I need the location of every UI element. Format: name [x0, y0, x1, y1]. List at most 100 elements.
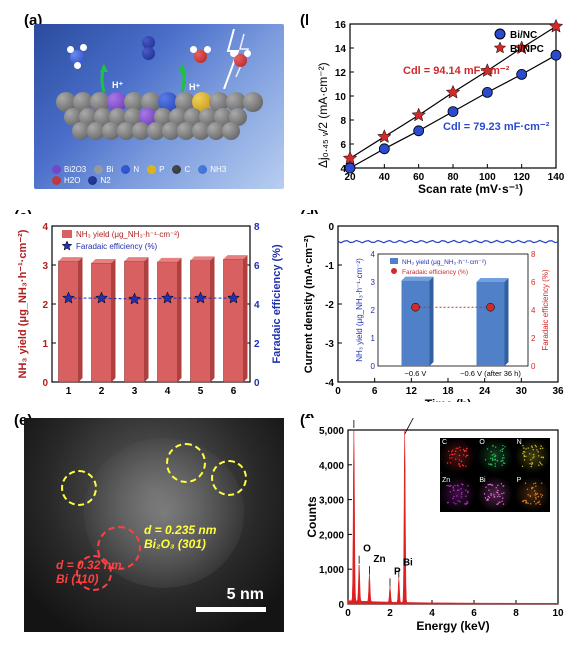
svg-text:−0.6 V (after 36 h): −0.6 V (after 36 h)	[460, 369, 521, 378]
svg-text:P: P	[394, 566, 401, 577]
lattice-circle	[61, 470, 97, 506]
svg-text:0: 0	[254, 378, 260, 389]
svg-text:8: 8	[254, 222, 260, 233]
svg-text:2,000: 2,000	[319, 530, 344, 541]
svg-text:6: 6	[471, 608, 477, 619]
svg-text:40: 40	[379, 172, 391, 183]
svg-text:Counts: Counts	[306, 496, 319, 538]
svg-text:-2: -2	[325, 300, 334, 311]
svg-text:6: 6	[372, 386, 378, 397]
svg-text:5: 5	[198, 386, 204, 397]
svg-text:Bi/NC: Bi/NC	[510, 30, 537, 41]
svg-text:6: 6	[231, 386, 237, 397]
svg-text:10: 10	[552, 608, 564, 619]
hplus-label: H⁺	[112, 80, 123, 91]
legend-item: H2O	[52, 176, 80, 185]
svg-text:20: 20	[344, 172, 356, 183]
svg-text:8: 8	[340, 116, 346, 127]
svg-text:1: 1	[42, 339, 48, 350]
svg-text:4: 4	[254, 300, 260, 311]
svg-text:Cdl = 79.23 mF·cm⁻²: Cdl = 79.23 mF·cm⁻²	[443, 121, 550, 133]
lattice-circle	[166, 443, 206, 483]
svg-text:Time (h): Time (h)	[425, 397, 471, 402]
panel-f-chart: 024681001,0002,0003,0004,0005,000Energy …	[306, 418, 568, 634]
svg-text:Faradaic efficiency (%): Faradaic efficiency (%)	[76, 242, 158, 251]
svg-text:NH₃ yield (μg_NH₃·h⁻¹·cm⁻²): NH₃ yield (μg_NH₃·h⁻¹·cm⁻²)	[76, 230, 180, 239]
svg-text:1: 1	[371, 334, 376, 343]
eds-map-Bi: Bi	[477, 476, 512, 512]
svg-text:-1: -1	[325, 261, 334, 272]
svg-text:6: 6	[340, 140, 346, 151]
svg-text:4: 4	[42, 222, 48, 233]
svg-text:2: 2	[371, 306, 376, 315]
svg-text:Faradaic efficiency (%): Faradaic efficiency (%)	[541, 269, 550, 351]
svg-text:4: 4	[429, 608, 435, 619]
svg-text:24: 24	[479, 386, 491, 397]
svg-text:NH₃ yield (μg_NH₃·h⁻¹·cm⁻²): NH₃ yield (μg_NH₃·h⁻¹·cm⁻²)	[355, 258, 364, 362]
svg-text:0: 0	[531, 362, 536, 371]
svg-text:O: O	[363, 544, 371, 555]
svg-text:4,000: 4,000	[319, 461, 344, 472]
svg-text:0: 0	[335, 386, 341, 397]
svg-text:−0.6 V: −0.6 V	[405, 369, 427, 378]
scalebar-label: 5 nm	[227, 586, 264, 604]
svg-text:NH₃ yield (μg_NH₃·h⁻¹·cm⁻²): NH₃ yield (μg_NH₃·h⁻¹·cm⁻²)	[17, 229, 29, 378]
eds-map-O: O	[477, 438, 512, 474]
svg-text:60: 60	[413, 172, 425, 183]
tem-annotation: d = 0.235 nm Bi₂O₃ (301)	[144, 523, 216, 551]
lattice-row-3	[72, 122, 237, 140]
eds-map-C: C	[440, 438, 475, 474]
svg-text:2: 2	[254, 339, 260, 350]
legend-item: Bi2O3	[52, 165, 86, 174]
svg-text:2: 2	[387, 608, 393, 619]
svg-text:36: 36	[552, 386, 564, 397]
legend-item: C	[172, 165, 190, 174]
eds-map-P: P	[515, 476, 550, 512]
svg-text:6: 6	[531, 278, 536, 287]
svg-text:4: 4	[165, 386, 171, 397]
svg-text:8: 8	[531, 250, 536, 259]
panel-c-chart: 0123402468123456NH₃ yield (μg_NH₃·h⁻¹·cm…	[12, 214, 288, 402]
eds-map-N: N	[515, 438, 550, 474]
panel-a-legend: Bi2O3BiNPCNH3H2ON2	[52, 165, 252, 185]
svg-text:Faradaic efficiency (%): Faradaic efficiency (%)	[402, 269, 468, 276]
panel-b-chart: Δj₀.₄₅ ᵥ/2 (mA·cm⁻²) Scan rate (mV·s⁻¹) …	[308, 10, 566, 196]
legend-item: N	[121, 165, 139, 174]
arrow-hplus	[94, 64, 114, 94]
svg-text:Energy (keV): Energy (keV)	[416, 619, 489, 633]
legend-item: P	[147, 165, 164, 174]
svg-text:100: 100	[479, 172, 496, 183]
svg-text:Cdl = 94.14 mF·cm⁻²: Cdl = 94.14 mF·cm⁻²	[403, 65, 510, 77]
svg-text:2: 2	[99, 386, 105, 397]
svg-text:Faradaic efficiency (%): Faradaic efficiency (%)	[271, 244, 283, 364]
svg-text:NH₃ yield (μg_NH₃·h⁻¹·cm⁻²): NH₃ yield (μg_NH₃·h⁻¹·cm⁻²)	[402, 259, 486, 266]
scalebar	[196, 607, 266, 612]
svg-text:2: 2	[531, 334, 536, 343]
svg-text:140: 140	[548, 172, 565, 183]
svg-text:0: 0	[345, 608, 351, 619]
svg-text:Bi/NPC: Bi/NPC	[510, 44, 544, 55]
svg-text:3: 3	[132, 386, 138, 397]
svg-text:Current density (mA·cm⁻²): Current density (mA·cm⁻²)	[303, 234, 315, 373]
svg-text:4: 4	[371, 250, 376, 259]
svg-text:Bi: Bi	[403, 558, 413, 569]
svg-text:8: 8	[513, 608, 519, 619]
svg-text:-4: -4	[325, 378, 334, 389]
svg-text:-3: -3	[325, 339, 334, 350]
svg-text:4: 4	[531, 306, 536, 315]
panel-c-svg: 0123402468123456NH₃ yield (μg_NH₃·h⁻¹·cm…	[12, 214, 288, 402]
svg-text:12: 12	[335, 68, 347, 79]
tem-annotation: d = 0.32 nm Bi (110)	[56, 558, 122, 586]
svg-text:Zn: Zn	[373, 554, 385, 565]
svg-text:80: 80	[447, 172, 459, 183]
svg-text:12: 12	[406, 386, 418, 397]
legend-item: Bi	[94, 165, 113, 174]
lattice-circle	[211, 460, 247, 496]
svg-text:5,000: 5,000	[319, 426, 344, 437]
svg-text:C: C	[362, 418, 369, 419]
svg-text:0: 0	[328, 222, 334, 233]
eds-element-maps: CON ZnBiP	[440, 438, 550, 512]
svg-text:16: 16	[335, 20, 347, 31]
eds-map-Zn: Zn	[440, 476, 475, 512]
legend-item: N2	[88, 176, 110, 185]
